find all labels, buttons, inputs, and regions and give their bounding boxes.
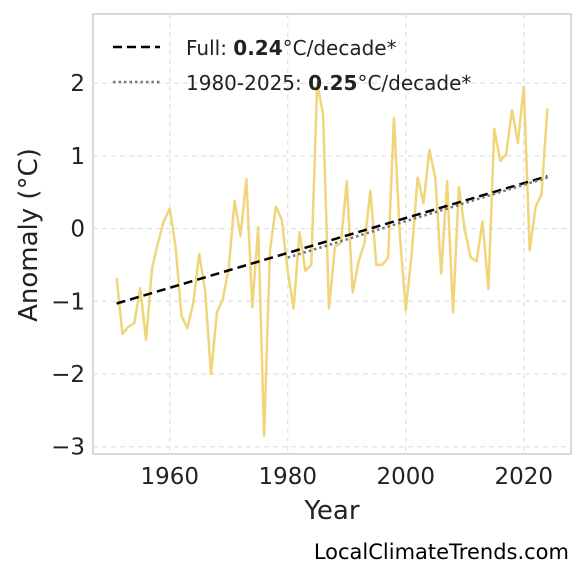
y-tick-label: 1 [70,144,85,170]
watermark: LocalClimateTrends.com [313,540,569,564]
y-tick-label: −1 [51,289,85,315]
full-trend-line [116,175,548,305]
data-lines [115,81,549,438]
y-axis-title: Anomaly (°C) [14,148,44,322]
x-tick-label: 1960 [140,464,199,490]
x-tick-label: 1980 [258,464,317,490]
x-tick-label: 2020 [495,464,554,490]
y-tick-label: −3 [51,435,85,461]
legend-label-full-trend: Full: 0.24°C/decade* [186,36,397,60]
tick-labels: 1960 1980 2000 2020 −3 −2 −1 0 1 2 [51,71,553,490]
plot-frame [92,13,572,455]
y-tick-label: −2 [51,362,85,388]
recent-trend-line [287,176,548,259]
y-tick-label: 0 [70,217,85,243]
legend: Full: 0.24°C/decade* 1980-2025: 0.25°C/d… [113,36,471,95]
x-tick-label: 2000 [376,464,435,490]
y-tick-label: 2 [70,71,85,97]
legend-label-recent-trend: 1980-2025: 0.25°C/decade* [186,71,471,95]
anomaly-line [115,81,549,438]
x-axis-title: Year [303,496,359,526]
